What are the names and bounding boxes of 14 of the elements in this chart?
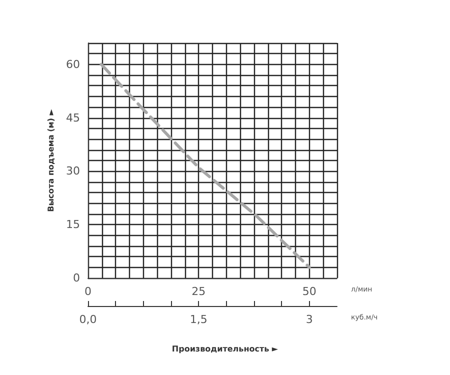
y-tick-label: 45 (66, 111, 80, 124)
x-tick-label: 0 (84, 285, 92, 298)
y-tick-label: 30 (66, 164, 80, 178)
x-tick-label: 25 (192, 285, 206, 298)
y-tick-label: 60 (66, 58, 80, 71)
y-tick-label: 0 (73, 272, 80, 284)
y-axis-title: Высота подъема (м) ► (46, 108, 56, 212)
y-tick-label: 15 (66, 218, 80, 232)
x2-tick-label: 3 (306, 313, 313, 326)
x2-tick-label: 0,0 (79, 313, 97, 326)
x-tick-label: 50 (302, 285, 316, 298)
line-series (100, 62, 311, 269)
x2-tick-label: 1,5 (190, 313, 208, 326)
text: Производительность ► (172, 344, 279, 354)
